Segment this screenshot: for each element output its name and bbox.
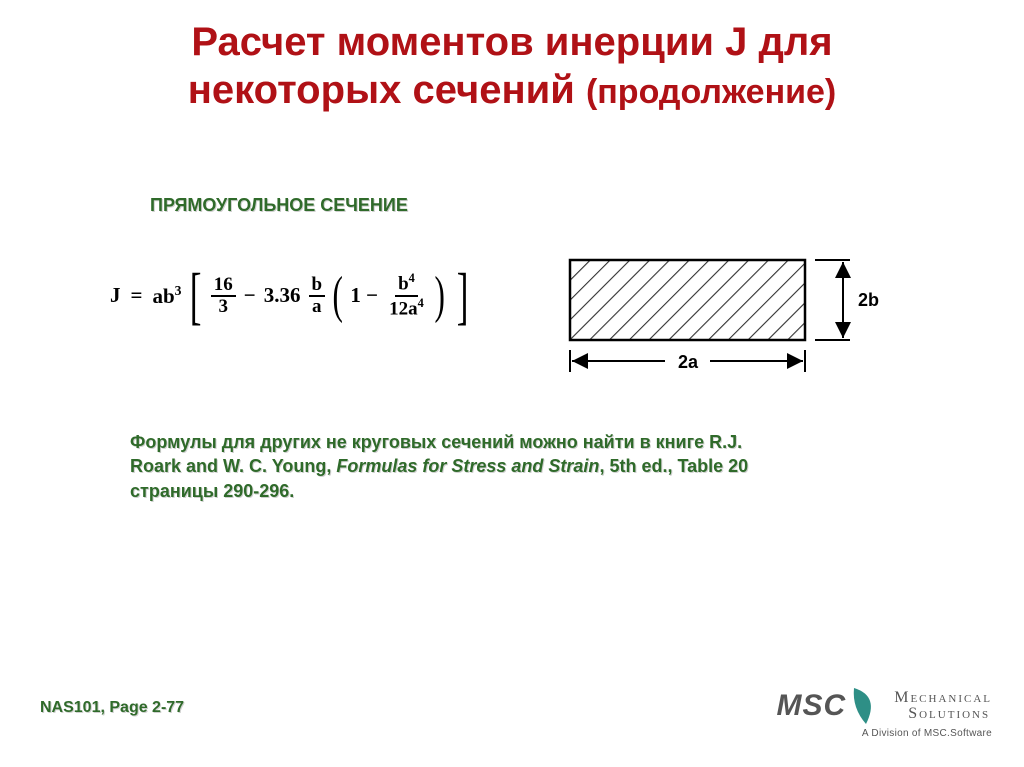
- slide-title: Расчет моментов инерции J для некоторых …: [0, 0, 1024, 114]
- slide: Расчет моментов инерции J для некоторых …: [0, 0, 1024, 767]
- formula-coeff-base: ab: [152, 284, 174, 308]
- dim-width-label: 2a: [678, 352, 699, 372]
- formula: J = ab3 [ 16 3 − 3.36 b a ( 1 − b4 12a4 …: [110, 270, 473, 321]
- rect-shape: [570, 260, 805, 340]
- logo-line2: Solutions: [894, 706, 992, 722]
- bracket-open: [: [190, 270, 202, 321]
- title-line1: Расчет моментов инерции J для: [0, 18, 1024, 66]
- one-minus: 1 −: [350, 283, 378, 308]
- frac-b-a: b a: [309, 275, 326, 317]
- reference-note: Формулы для других не круговых сечений м…: [130, 430, 780, 503]
- frac3-den-base: 12a: [389, 298, 418, 319]
- logo-line1: Mechanical: [894, 690, 992, 706]
- frac2-num: b: [309, 275, 326, 297]
- section-subheading: ПРЯМОУГОЛЬНОЕ СЕЧЕНИЕ: [150, 195, 408, 216]
- frac1-num: 16: [211, 275, 236, 297]
- frac2-den: a: [309, 297, 325, 317]
- frac-16-3: 16 3: [211, 275, 236, 317]
- formula-eq: =: [125, 283, 149, 308]
- frac1-den: 3: [216, 297, 232, 317]
- formula-lhs: J: [110, 283, 121, 308]
- note-italic: Formulas for Stress and Strain: [336, 456, 599, 476]
- frac3-den-pow: 4: [418, 296, 424, 310]
- title-line2b: (продолжение): [586, 73, 836, 111]
- footer-page-ref: NAS101, Page 2-77: [40, 699, 184, 717]
- logo-text: Mechanical Solutions: [894, 690, 992, 722]
- frac3-den: 12a4: [386, 297, 427, 319]
- frac3-num-base: b: [398, 274, 409, 295]
- frac-b4-12a4: b4 12a4: [386, 272, 427, 319]
- title-line2: некоторых сечений (продолжение): [0, 66, 1024, 114]
- frac3-num-pow: 4: [409, 271, 415, 285]
- cross-section-diagram: 2a 2b: [560, 250, 920, 415]
- const-3-36: 3.36: [264, 283, 301, 308]
- diagram-svg: 2a 2b: [560, 250, 920, 410]
- dim-height-label: 2b: [858, 290, 879, 310]
- paren-open: (: [333, 275, 343, 317]
- logo-brand: MSC: [777, 689, 847, 723]
- logo-subtext: A Division of MSC.Software: [777, 728, 992, 739]
- formula-coeff-pow: 3: [175, 283, 182, 298]
- frac3-num: b4: [395, 272, 418, 296]
- footer-logo: MSC Mechanical Solutions A Division of M…: [777, 686, 992, 739]
- paren-close: ): [434, 275, 444, 317]
- formula-coeff: ab3: [152, 283, 181, 309]
- logo-row: MSC Mechanical Solutions: [777, 686, 992, 726]
- title-line2a: некоторых сечений: [188, 68, 586, 112]
- logo-swoosh-icon: [850, 686, 884, 726]
- minus1: −: [240, 283, 260, 308]
- bracket-close: ]: [457, 270, 469, 321]
